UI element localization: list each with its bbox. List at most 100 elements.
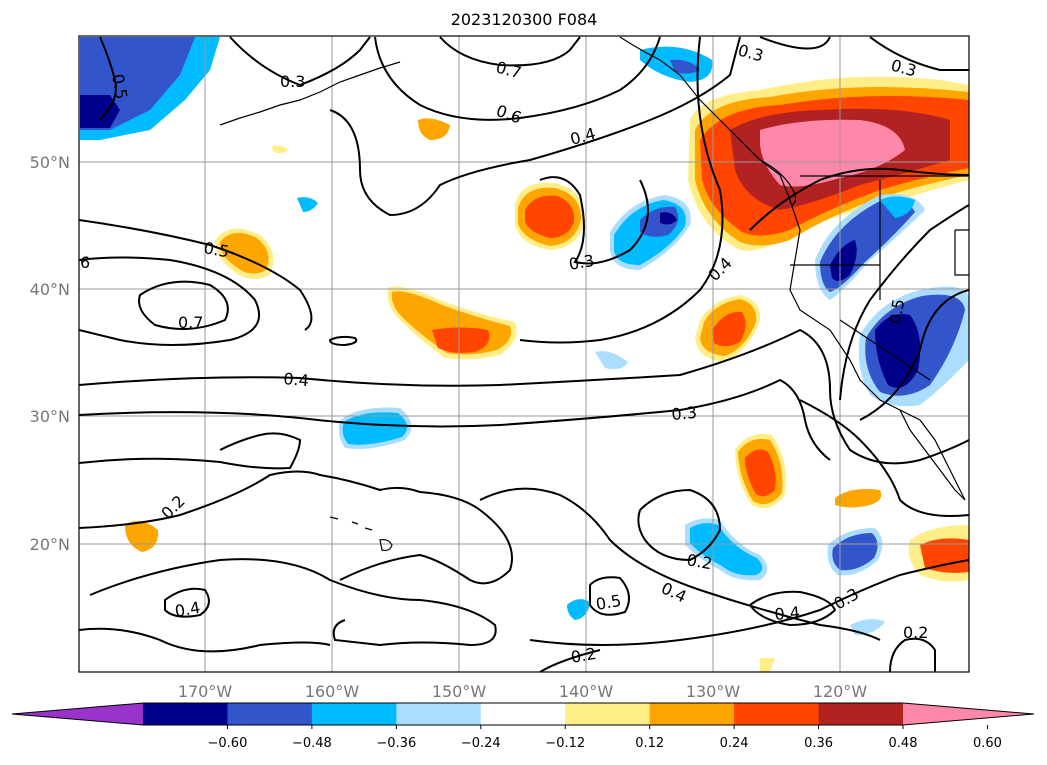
contour-label: 0.4 bbox=[774, 603, 801, 624]
colorbar-bin bbox=[565, 703, 651, 725]
contour-east-low bbox=[799, 399, 969, 517]
pos-area-central-red bbox=[432, 327, 490, 353]
colorbar-tick-label: 0.12 bbox=[635, 736, 664, 751]
contour-label: 0.5 bbox=[885, 297, 908, 325]
kauai-island bbox=[329, 516, 339, 520]
colorbar-bin bbox=[649, 703, 735, 725]
contour-label: 0.4 bbox=[173, 598, 201, 621]
contour-label: 0.2 bbox=[903, 623, 928, 642]
pos-area-gulf-alaska-red bbox=[525, 195, 575, 238]
neg-area-alaska-inner bbox=[670, 59, 700, 74]
contour-0.4-se bbox=[749, 590, 837, 627]
lon-tick-label: 150°W bbox=[432, 682, 487, 701]
contour-label: 0.5 bbox=[202, 238, 230, 261]
lon-tick-label: 130°W bbox=[686, 682, 741, 701]
pos-area-east-red bbox=[920, 538, 969, 573]
contour-label: 0.7 bbox=[178, 313, 203, 332]
vancouver-island bbox=[759, 159, 797, 206]
lon-tick-label: 170°W bbox=[178, 682, 233, 701]
contour-label: 0.5 bbox=[594, 591, 622, 614]
hawaiian-islands bbox=[329, 516, 393, 552]
contour-0.3-ring bbox=[539, 176, 649, 265]
contour-label: 0.3 bbox=[280, 72, 305, 91]
neg-area-southwest-us-core bbox=[875, 314, 921, 388]
contour-label: 0.3 bbox=[567, 251, 595, 274]
colorbar-bin bbox=[311, 703, 397, 725]
colorbar-tick-label: 0.60 bbox=[973, 736, 1002, 751]
neg-area-small-3 bbox=[297, 197, 318, 212]
neg-area-central-small-mid bbox=[342, 412, 408, 445]
contour-0.2-bottom bbox=[539, 649, 601, 672]
contour-0.3-south bbox=[637, 488, 722, 562]
colorbar-extend-max bbox=[903, 703, 1034, 725]
neg-area-south-mid bbox=[690, 523, 763, 576]
contour-south-loop bbox=[89, 558, 497, 647]
contour-south-outer bbox=[79, 627, 331, 653]
contour-0.2-se bbox=[889, 637, 936, 672]
contour-0.2-sw bbox=[79, 470, 513, 585]
contour-0.7 bbox=[439, 36, 581, 67]
shaded-anomaly-fields bbox=[80, 37, 969, 672]
contour-small-ring bbox=[328, 335, 358, 347]
map-frame bbox=[78, 35, 970, 673]
contour-0.5-west bbox=[79, 219, 313, 331]
colorbar-tick-label: −0.24 bbox=[461, 736, 501, 751]
pos-area-small-1 bbox=[835, 489, 882, 508]
lat-tick-label: 50°N bbox=[30, 153, 70, 172]
colorbar-bin bbox=[734, 703, 820, 725]
contour-0.7-ring bbox=[138, 280, 229, 330]
neg-area-coast-core bbox=[830, 240, 857, 281]
coastlines bbox=[219, 36, 969, 501]
contour-label: 6 bbox=[80, 253, 90, 272]
colorbar-tick-label: 0.36 bbox=[804, 736, 833, 751]
colorbar-tick-label: 0.48 bbox=[889, 736, 918, 751]
contour-0.3-northeast bbox=[759, 36, 831, 50]
contour-label: 0.5 bbox=[108, 72, 131, 100]
colorbar-bin bbox=[396, 703, 482, 725]
contour-lines bbox=[79, 36, 969, 672]
contour-label: 0.2 bbox=[569, 644, 597, 667]
colorbar-tick-label: −0.36 bbox=[376, 736, 416, 751]
contour-0.5-south bbox=[589, 576, 630, 616]
oahu-island bbox=[351, 521, 359, 525]
lon-tick-label: 160°W bbox=[305, 682, 360, 701]
contour-east-ring bbox=[839, 204, 969, 401]
pos-area-small-4 bbox=[760, 658, 775, 672]
contour-0.5-coast bbox=[859, 289, 969, 421]
colorbar-bin bbox=[480, 703, 566, 725]
map-panel: 0.5 0.3 0.7 0.6 0.4 0.3 0.3 0.3 0.4 6 0.… bbox=[78, 35, 970, 673]
lon-tick-label: 120°W bbox=[813, 682, 868, 701]
colorbar-outline bbox=[11, 702, 1035, 726]
neg-area-small-2 bbox=[567, 599, 590, 620]
lon-tick-label: 140°W bbox=[559, 682, 614, 701]
contour-label: 0.3 bbox=[671, 403, 698, 424]
lat-tick-label: 30°N bbox=[30, 407, 70, 426]
colorbar-bin bbox=[143, 703, 228, 725]
colorbar-bin bbox=[227, 703, 313, 725]
contour-0.4-south bbox=[479, 487, 881, 641]
pos-area-california-red bbox=[712, 311, 746, 347]
maui-island bbox=[364, 527, 373, 531]
longitude-tick-labels: 170°W 160°W 150°W 140°W 130°W 120°W bbox=[178, 682, 868, 701]
contour-0.3-central bbox=[79, 378, 831, 461]
lat-tick-label: 40°N bbox=[30, 280, 70, 299]
aleutian-islands bbox=[219, 61, 401, 126]
neg-area-gulf-core bbox=[660, 212, 677, 225]
lat-tick-label: 20°N bbox=[30, 535, 70, 554]
contour-label: 0.4 bbox=[283, 369, 310, 390]
neg-area-small-1 bbox=[595, 351, 628, 370]
contour-0.6-west bbox=[79, 256, 260, 346]
colorbar-extend-min bbox=[12, 703, 143, 725]
hawaii-island bbox=[379, 538, 393, 552]
contour-0.6 bbox=[374, 36, 661, 121]
contour-nw-0.3 bbox=[229, 36, 371, 87]
contour-0.2-west bbox=[79, 432, 302, 470]
contour-0.3-east bbox=[869, 36, 969, 71]
north-america-coast bbox=[619, 36, 966, 501]
colorbar-tick-label: −0.60 bbox=[208, 736, 248, 751]
colorbar-tick-label: 0.24 bbox=[720, 736, 749, 751]
contour-0.4-central bbox=[79, 328, 969, 465]
pos-area-small-5 bbox=[272, 145, 288, 154]
contour-0.4-southwest bbox=[164, 587, 210, 618]
